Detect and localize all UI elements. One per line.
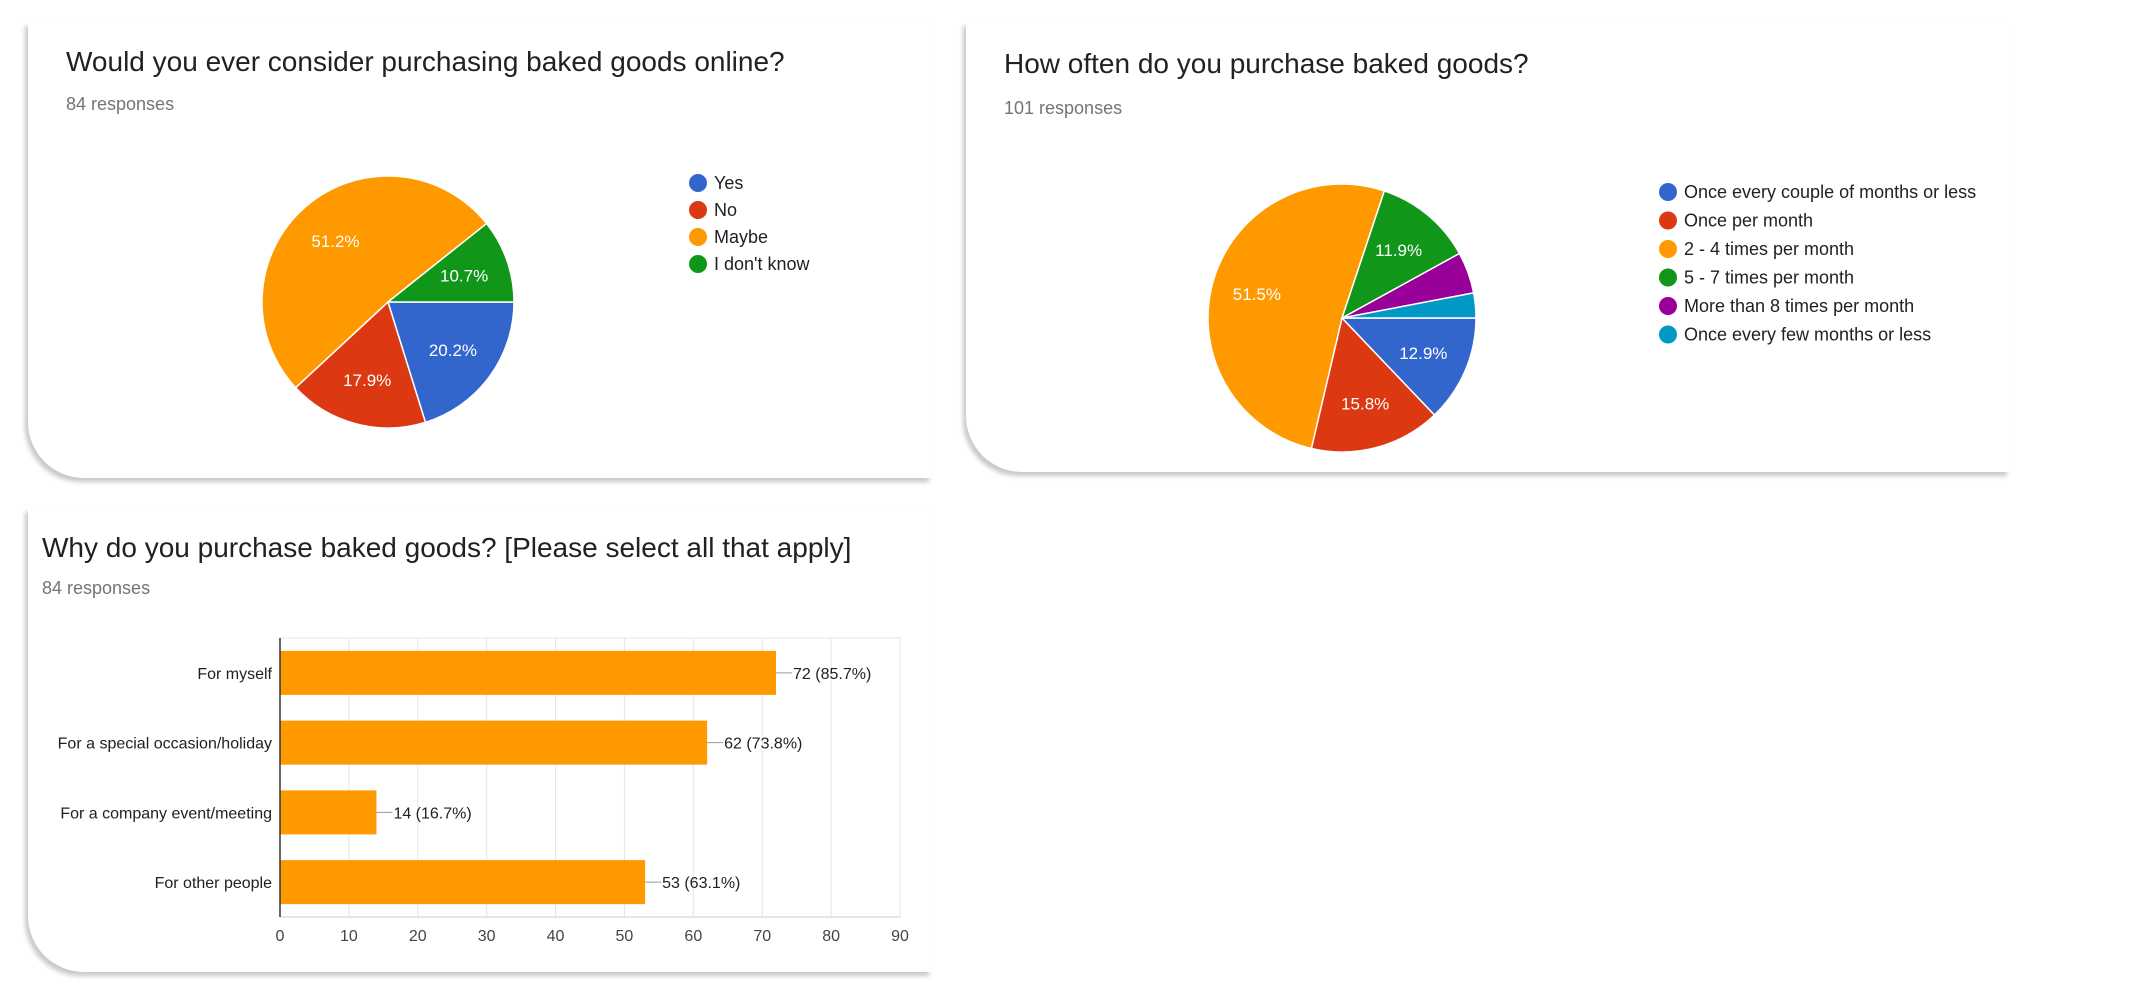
legend-label: No bbox=[714, 200, 737, 220]
pie-chart-online-purchase: 20.2% Yes 17.9% No 51.2% Maybe 10.7% I don't kn… bbox=[261, 173, 810, 429]
chart-card-purchase-reasons: Why do you purchase baked goods? [Please… bbox=[28, 508, 932, 972]
bar-value-label: 72 (85.7%) bbox=[793, 666, 871, 683]
legend-marker bbox=[689, 201, 707, 219]
bar-for-a-company-event-meeting bbox=[280, 790, 377, 835]
legend-marker bbox=[1659, 183, 1677, 201]
legend-marker bbox=[689, 228, 707, 246]
pie-chart-purchase-frequency: 12.9% Once every couple of months or less… bbox=[1207, 182, 1976, 453]
legend-label: 5 - 7 times per month bbox=[1684, 268, 1854, 288]
x-tick-label: 20 bbox=[409, 928, 427, 945]
pie-slice-once-every-couple-of-months-or-less bbox=[1340, 317, 1477, 417]
legend-label: Once every couple of months or less bbox=[1684, 182, 1976, 202]
legend-marker bbox=[689, 174, 707, 192]
bar-value-label: 62 (73.8%) bbox=[724, 736, 802, 753]
category-label: For a special occasion/holiday bbox=[58, 736, 272, 753]
category-label: For myself bbox=[197, 666, 272, 683]
slice-value-label: 20.2% bbox=[429, 341, 477, 360]
pie-slice-i-don-t-know bbox=[385, 222, 515, 303]
slice-value-label: 51.5% bbox=[1233, 285, 1281, 304]
slice-value-label: 51.2% bbox=[311, 232, 359, 251]
legend-label: Once every few months or less bbox=[1684, 325, 1931, 345]
pie-slice-once-per-month bbox=[1310, 316, 1436, 453]
slice-value-label: 12.9% bbox=[1399, 344, 1447, 363]
legend-marker bbox=[1659, 268, 1677, 287]
legend-label: Maybe bbox=[714, 227, 768, 247]
slice-value-label: 10.7% bbox=[440, 266, 488, 285]
legend-label: I don't know bbox=[714, 254, 810, 274]
legend-marker bbox=[689, 255, 707, 273]
pie-slice-maybe bbox=[261, 175, 488, 389]
x-tick-label: 50 bbox=[616, 928, 634, 945]
x-tick-label: 90 bbox=[891, 928, 909, 945]
legend-marker bbox=[1659, 240, 1677, 258]
category-label: For a company event/meeting bbox=[60, 805, 272, 822]
x-tick-label: 60 bbox=[684, 928, 702, 945]
pie-slice-yes bbox=[386, 301, 515, 424]
legend-marker bbox=[1659, 297, 1677, 315]
legend-marker bbox=[1659, 325, 1677, 344]
pie-slice-once-every-few-months-or-less bbox=[1341, 292, 1477, 319]
pie-slice-5-7-times-per-month bbox=[1340, 189, 1461, 320]
chart-title: How often do you purchase baked goods? bbox=[1004, 48, 1529, 79]
x-tick-label: 40 bbox=[547, 928, 565, 945]
x-tick-label: 10 bbox=[340, 928, 358, 945]
response-count: 84 responses bbox=[66, 94, 175, 114]
legend-label: Yes bbox=[714, 173, 743, 193]
bar-chart-purchase-reasons: 0 10 20 30 40 50 60 70 80 90 For myself 72 (85.7%) F… bbox=[58, 637, 909, 945]
pie-slice-no bbox=[294, 300, 427, 429]
slice-value-label: 15.8% bbox=[1341, 394, 1389, 413]
legend-marker bbox=[1659, 211, 1677, 230]
x-tick-label: 0 bbox=[276, 928, 285, 945]
x-tick-label: 80 bbox=[822, 928, 840, 945]
bar-value-label: 53 (63.1%) bbox=[662, 875, 740, 892]
legend-label: Once per month bbox=[1684, 211, 1813, 231]
response-count: 84 responses bbox=[42, 578, 151, 598]
response-count: 101 responses bbox=[1004, 98, 1123, 118]
chart-title: Why do you purchase baked goods? [Please… bbox=[42, 532, 852, 563]
slice-value-label: 17.9% bbox=[343, 371, 391, 390]
bar-for-other-people bbox=[280, 860, 646, 905]
chart-card-purchase-frequency: How often do you purchase baked goods? 1… bbox=[966, 22, 2010, 472]
legend-label: More than 8 times per month bbox=[1684, 296, 1914, 316]
x-tick-label: 30 bbox=[478, 928, 496, 945]
slice-value-label: 11.9% bbox=[1375, 241, 1422, 260]
legend-label: 2 - 4 times per month bbox=[1684, 239, 1854, 259]
x-tick-label: 70 bbox=[753, 928, 771, 945]
pie-slice-2-4-times-per-month bbox=[1207, 183, 1386, 450]
chart-card-online-purchase: Would you ever consider purchasing baked… bbox=[28, 22, 932, 478]
category-label: For other people bbox=[155, 875, 273, 892]
bar-for-myself bbox=[280, 650, 776, 695]
bar-value-label: 14 (16.7%) bbox=[393, 805, 471, 822]
chart-title: Would you ever consider purchasing baked… bbox=[66, 46, 785, 77]
bar-for-a-special-occasion-holiday bbox=[280, 720, 708, 765]
